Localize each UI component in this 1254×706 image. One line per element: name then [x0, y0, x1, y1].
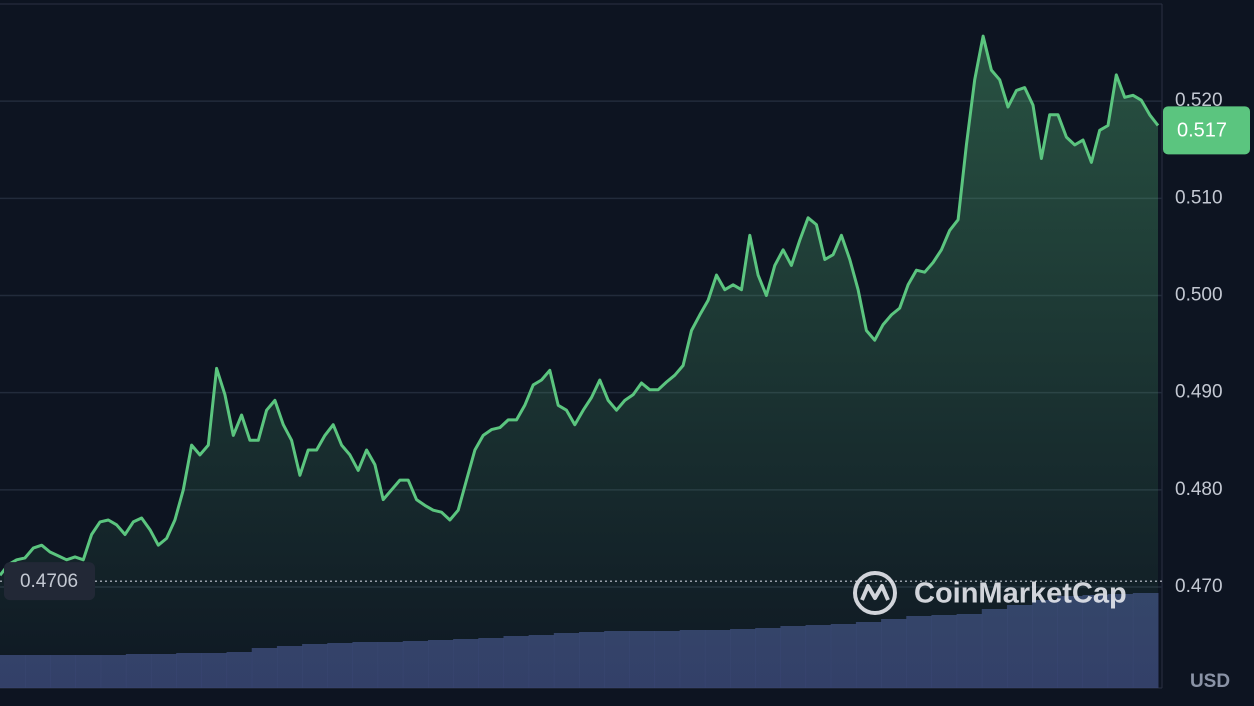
area — [0, 36, 1158, 689]
y-tick-label: 0.480 — [1175, 479, 1223, 500]
watermark: CoinMarketCap — [853, 571, 1127, 615]
baseline-label: 0.4706 — [20, 571, 78, 592]
y-tick-label: 0.490 — [1175, 382, 1223, 403]
y-tick-label: 0.510 — [1175, 187, 1223, 208]
current-price-badge — [1163, 106, 1250, 155]
y-tick-label: 0.500 — [1175, 285, 1223, 306]
currency-label: USD — [1190, 671, 1230, 692]
watermark-text: CoinMarketCap — [914, 578, 1127, 610]
current-price-label: 0.517 — [1177, 120, 1227, 142]
watermark-logo-mark — [860, 584, 890, 601]
y-tick-label: 0.470 — [1175, 576, 1223, 597]
baseline-label-bg — [4, 562, 95, 601]
watermark-logo — [853, 571, 897, 615]
y-tick-label: 0.520 — [1175, 90, 1223, 111]
price-line — [0, 34, 1160, 577]
